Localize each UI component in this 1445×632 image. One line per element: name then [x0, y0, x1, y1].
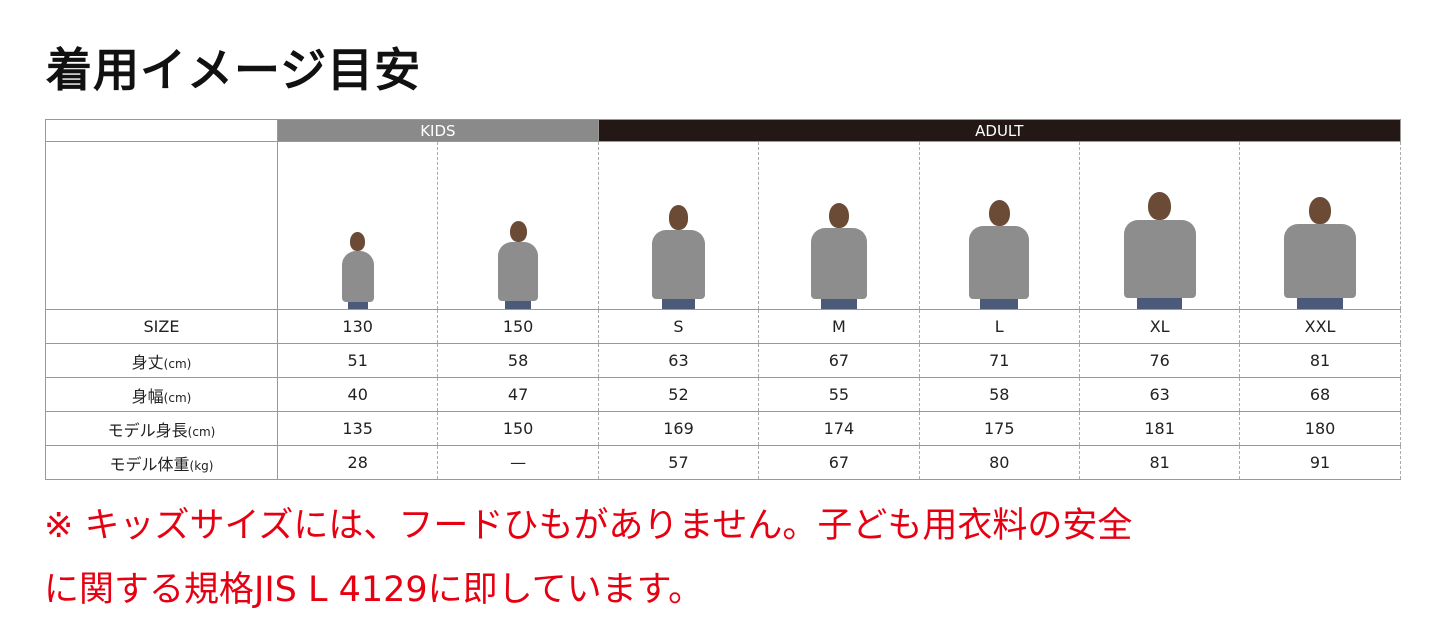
model-figure — [278, 232, 437, 309]
adult-group-header: ADULT — [597, 119, 1401, 142]
table-row: 身丈(cm) 51 58 63 67 71 76 81 — [45, 343, 1401, 378]
value-cell: 71 — [918, 343, 1080, 378]
table-row: SIZE 130 150 S M L XL XXL — [45, 309, 1401, 344]
note-line-2: に関する規格JIS L 4129に即しています。 — [44, 570, 704, 610]
value-cell: 76 — [1078, 343, 1241, 378]
value-cell: S — [597, 309, 760, 344]
kids-150-model — [437, 141, 599, 310]
kids-130-model — [276, 141, 439, 310]
value-cell: 169 — [597, 411, 760, 446]
value-cell: 67 — [758, 343, 920, 378]
value-cell: 52 — [597, 377, 760, 412]
value-cell: — — [437, 445, 599, 480]
value-cell: 175 — [918, 411, 1080, 446]
value-cell: 63 — [597, 343, 760, 378]
model-figure — [599, 205, 758, 309]
value-cell: 47 — [437, 377, 599, 412]
model-figure — [920, 200, 1079, 309]
adult-xxl-model — [1239, 141, 1401, 310]
value-cell: 181 — [1078, 411, 1241, 446]
row-label-unit: (kg) — [189, 458, 214, 473]
value-cell: 174 — [758, 411, 920, 446]
value-cell: 80 — [918, 445, 1080, 480]
model-figure — [1080, 192, 1239, 309]
value-cell: 67 — [758, 445, 920, 480]
row-label-unit: (cm) — [163, 390, 192, 405]
model-image-row — [45, 141, 1401, 310]
value-cell: 91 — [1239, 445, 1401, 480]
value-cell: M — [758, 309, 920, 344]
row-label-text: モデル体重 — [109, 454, 190, 474]
row-label-text: 身丈 — [131, 352, 164, 372]
row-label: モデル体重(kg) — [45, 445, 278, 480]
row-label: SIZE — [45, 309, 278, 344]
value-cell: 58 — [918, 377, 1080, 412]
value-cell: XL — [1078, 309, 1241, 344]
value-cell: XXL — [1239, 309, 1401, 344]
group-header-row: KIDS ADULT — [45, 119, 1401, 142]
row-label-unit: (cm) — [187, 424, 216, 439]
table-row: モデル身長(cm) 135 150 169 174 175 181 180 — [45, 411, 1401, 446]
model-figure — [759, 202, 918, 309]
adult-m-model — [758, 141, 920, 310]
value-cell: 68 — [1239, 377, 1401, 412]
model-figure — [1240, 197, 1399, 309]
value-cell: L — [918, 309, 1080, 344]
value-cell: 81 — [1239, 343, 1401, 378]
table-row: 身幅(cm) 40 47 52 55 58 63 68 — [45, 377, 1401, 412]
value-cell: 28 — [276, 445, 439, 480]
row-label: 身幅(cm) — [45, 377, 278, 412]
value-cell: 63 — [1078, 377, 1241, 412]
value-cell: 130 — [276, 309, 439, 344]
value-cell: 180 — [1239, 411, 1401, 446]
model-figure — [438, 221, 597, 309]
empty-image-label-cell — [45, 141, 278, 310]
value-cell: 55 — [758, 377, 920, 412]
value-cell: 150 — [437, 309, 599, 344]
row-label: モデル身長(cm) — [45, 411, 278, 446]
value-cell: 57 — [597, 445, 760, 480]
value-cell: 51 — [276, 343, 439, 378]
value-cell: 81 — [1078, 445, 1241, 480]
row-label-text: モデル身長 — [107, 420, 188, 440]
row-label: 身丈(cm) — [45, 343, 278, 378]
empty-header-cell — [45, 119, 278, 142]
row-label-text: 身幅 — [131, 386, 164, 406]
value-cell: 40 — [276, 377, 439, 412]
adult-s-model — [597, 141, 760, 310]
value-cell: 135 — [276, 411, 439, 446]
row-label-text: SIZE — [143, 317, 180, 336]
size-chart-table: KIDS ADULT SIZE 130 150 S M L XL XXL 身丈(cm) 51 58 6… — [45, 119, 1401, 480]
value-cell: 150 — [437, 411, 599, 446]
kids-group-header: KIDS — [277, 119, 599, 142]
page-title: 着用イメージ目安 — [46, 43, 422, 97]
row-label-unit: (cm) — [163, 356, 192, 371]
note-line-1: ※ キッズサイズには、フードひもがありません。子ども用衣料の安全 — [44, 506, 1133, 546]
adult-l-model — [918, 141, 1080, 310]
value-cell: 58 — [437, 343, 599, 378]
table-row: モデル体重(kg) 28—57 67 80 81 91 — [45, 445, 1401, 480]
adult-xl-model — [1078, 141, 1241, 310]
